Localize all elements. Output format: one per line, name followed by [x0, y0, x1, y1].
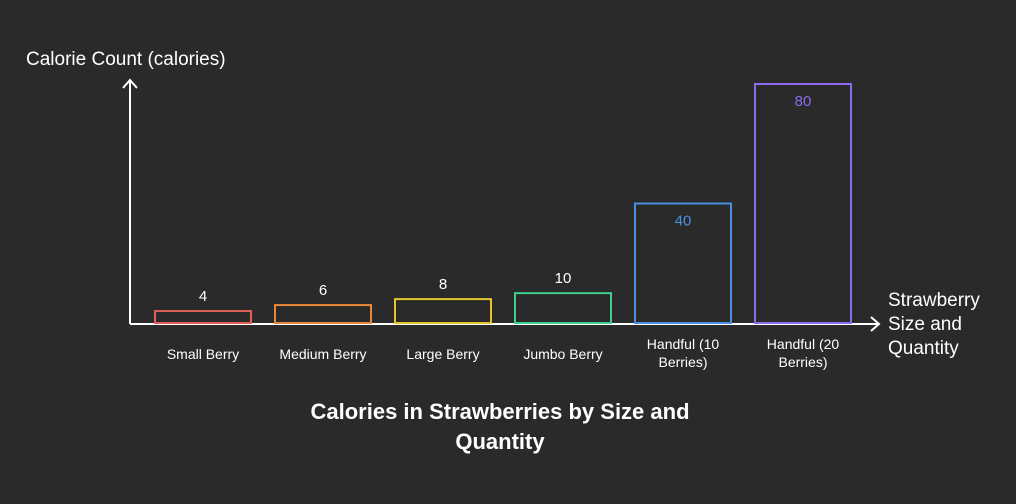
bar-value-label: 40 — [675, 213, 692, 230]
chart-title: Calories in Strawberries by Size and Qua… — [310, 399, 690, 454]
bar-value-label: 10 — [555, 270, 572, 287]
bar-2 — [394, 298, 492, 325]
x-axis-label: Strawberry Size and Quantity — [888, 290, 980, 359]
y-axis-arrow — [122, 78, 138, 89]
bar-value-label: 80 — [795, 93, 812, 110]
bar-1 — [274, 304, 372, 325]
category-tick-label: Handful (10 Berries) — [647, 336, 720, 370]
bar-4 — [634, 202, 732, 324]
category-tick-label: Handful (20 Berries) — [767, 336, 840, 370]
category-tick-label: Jumbo Berry — [523, 346, 602, 362]
bar-value-label: 6 — [319, 282, 327, 299]
category-tick-label: Large Berry — [406, 346, 479, 362]
bar-value-label: 8 — [439, 276, 447, 293]
bar-5 — [754, 83, 852, 324]
bar-value-label: 4 — [199, 288, 207, 305]
chart-axes — [122, 78, 881, 332]
y-axis-label: Calorie Count (calories) — [26, 49, 226, 70]
bars-group: 4 Small Berry 6 Medium Berry 8 Large Berry 10 J… — [154, 83, 852, 370]
x-axis-arrow — [870, 316, 881, 332]
bar-0 — [154, 310, 252, 324]
bar-3 — [514, 292, 612, 324]
category-tick-label: Small Berry — [167, 346, 239, 362]
category-tick-label: Medium Berry — [279, 346, 366, 362]
